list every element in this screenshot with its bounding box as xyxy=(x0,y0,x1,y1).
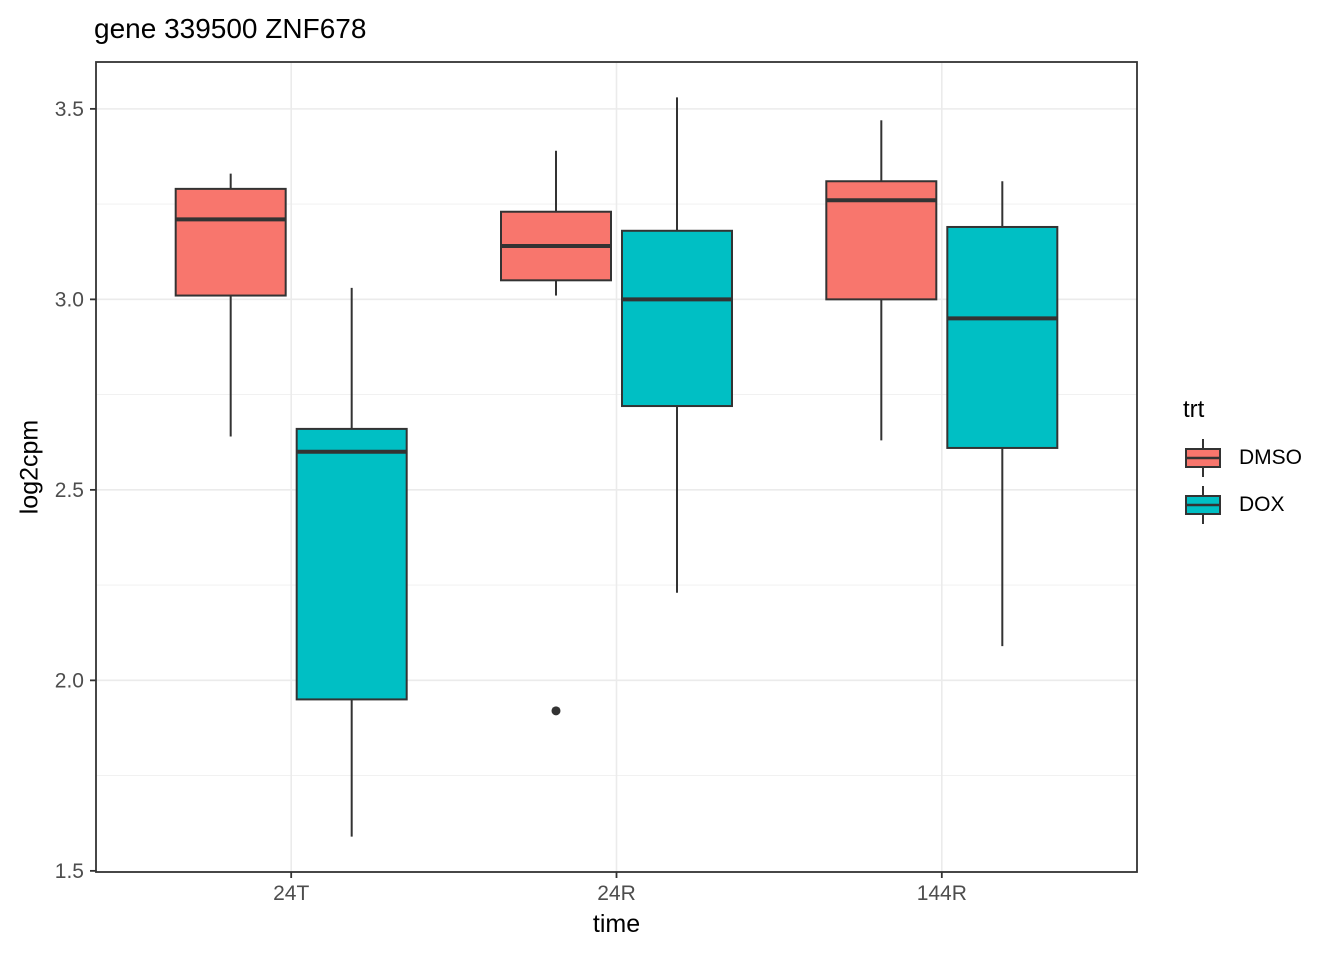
boxplot-key-icon xyxy=(1185,486,1221,524)
x-axis-title: time xyxy=(592,910,641,938)
x-tick-label: 24R xyxy=(597,882,636,905)
y-tick-label: 3.0 xyxy=(55,288,84,311)
y-axis-title: log2cpm xyxy=(15,419,44,515)
legend: trt DMSO DOX xyxy=(1181,396,1302,530)
x-tick-label: 144R xyxy=(917,882,967,905)
boxplot-key-icon xyxy=(1185,439,1221,477)
y-tick-label: 3.5 xyxy=(55,98,84,121)
y-tick-label: 2.5 xyxy=(55,479,84,502)
legend-item-dox: DOX xyxy=(1181,483,1302,527)
legend-label-dox: DOX xyxy=(1239,493,1285,516)
y-tick-label: 1.5 xyxy=(55,860,84,883)
legend-item-dmso: DMSO xyxy=(1181,436,1302,480)
outlier-point-DMSO-24R xyxy=(551,706,561,716)
chart-title: gene 339500 ZNF678 xyxy=(94,13,367,44)
box-DOX-24T xyxy=(295,427,408,701)
x-tick-label: 24T xyxy=(273,882,309,905)
legend-title: trt xyxy=(1183,396,1205,423)
box-DMSO-24T xyxy=(174,187,287,297)
legend-label-dmso: DMSO xyxy=(1239,446,1302,469)
box-DOX-144R xyxy=(946,225,1059,449)
box-DOX-24R xyxy=(621,229,733,408)
y-tick-label: 2.0 xyxy=(55,669,84,692)
